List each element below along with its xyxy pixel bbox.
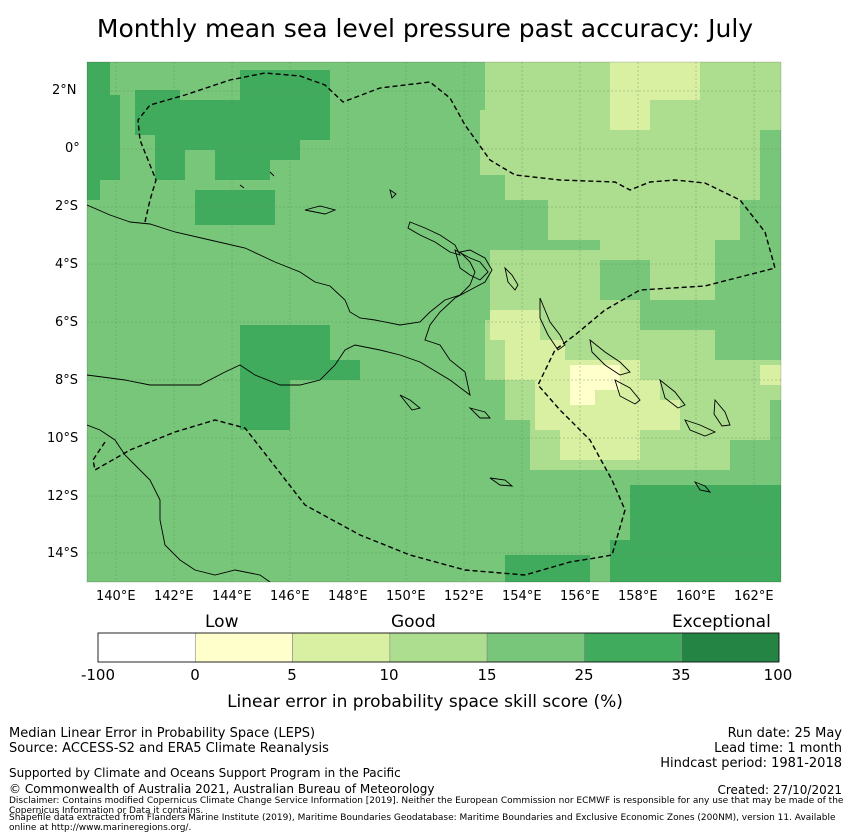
lat-label: 2°S bbox=[55, 199, 79, 214]
footer-disclaimer: Disclaimer: Contains modified Copernicus… bbox=[9, 796, 844, 816]
chart-title: Monthly mean sea level pressure past acc… bbox=[96, 14, 754, 43]
lon-label: 148°E bbox=[328, 589, 368, 604]
colorbar-exceptional-label: Exceptional bbox=[672, 612, 771, 632]
footer-method: Median Linear Error in Probability Space… bbox=[9, 726, 316, 741]
colorbar-good-label: Good bbox=[391, 612, 436, 632]
footer-shapefile: Shapefile data extracted from Flanders M… bbox=[9, 813, 836, 833]
map-figure bbox=[86, 61, 782, 583]
skill-region-high-west bbox=[195, 190, 275, 225]
colorbar-segment bbox=[194, 632, 293, 663]
skill-region-fair3 bbox=[760, 365, 781, 385]
lon-label: 154°E bbox=[502, 589, 542, 604]
lon-label: 140°E bbox=[96, 589, 136, 604]
colorbar-tick: 15 bbox=[477, 666, 497, 684]
lon-label: 158°E bbox=[618, 589, 658, 604]
colorbar-tick: 0 bbox=[190, 666, 200, 684]
lat-label: 10°S bbox=[47, 431, 79, 446]
footer-copyright: © Commonwealth of Australia 2021, Austra… bbox=[9, 782, 435, 796]
lon-label: 152°E bbox=[444, 589, 484, 604]
lat-label: 8°S bbox=[55, 373, 79, 388]
colorbar-segment bbox=[97, 632, 196, 663]
skill-region-high-southeast bbox=[610, 485, 781, 582]
colorbar-segment bbox=[486, 632, 585, 663]
lon-label: 160°E bbox=[676, 589, 716, 604]
lat-label: 4°S bbox=[55, 257, 79, 272]
colorbar-low-label: Low bbox=[205, 612, 239, 632]
lat-label: 2°N bbox=[52, 83, 77, 98]
colorbar-tick: 25 bbox=[574, 666, 594, 684]
australia-coast bbox=[87, 424, 271, 582]
lon-label: 146°E bbox=[270, 589, 310, 604]
colorbar-tick: 100 bbox=[763, 666, 793, 684]
skill-region-good-northeast bbox=[480, 62, 781, 300]
lat-label: 12°S bbox=[47, 489, 79, 504]
islands-small bbox=[239, 171, 712, 493]
footer-lead-time: Lead time: 1 month bbox=[714, 741, 842, 756]
skill-region-high-south bbox=[240, 325, 360, 430]
new-ireland bbox=[407, 221, 461, 256]
colorbar-frame bbox=[97, 632, 780, 663]
lat-label: 14°S bbox=[47, 546, 79, 561]
colorbar-segment bbox=[681, 632, 780, 663]
new-guinea-coast bbox=[87, 204, 493, 397]
footer-support: Supported by Climate and Oceans Support … bbox=[9, 766, 401, 780]
colorbar-tick: -100 bbox=[80, 666, 116, 684]
lon-label: 142°E bbox=[154, 589, 194, 604]
skill-region-fair2 bbox=[570, 365, 620, 405]
skill-region-high-north-central bbox=[135, 70, 330, 180]
footer-run-date: Run date: 25 May bbox=[727, 726, 842, 741]
colorbar-tick: 10 bbox=[379, 666, 399, 684]
bougainville bbox=[504, 266, 519, 291]
colorbar-segment bbox=[389, 632, 488, 663]
footer-created: Created: 27/10/2021 bbox=[717, 783, 842, 797]
solomon-islands bbox=[539, 297, 731, 437]
colorbar-segment bbox=[584, 632, 683, 663]
lon-label: 150°E bbox=[386, 589, 426, 604]
lon-label: 162°E bbox=[734, 589, 774, 604]
colorbar-tick: 35 bbox=[671, 666, 691, 684]
eez-boundary-png bbox=[92, 72, 776, 576]
skill-region-good-northeast2 bbox=[610, 62, 700, 130]
colorbar-segment bbox=[292, 632, 391, 663]
colorbar-title: Linear error in probability space skill … bbox=[227, 692, 623, 712]
lat-label: 0° bbox=[65, 141, 80, 156]
footer-source: Source: ACCESS-S2 and ERA5 Climate Reana… bbox=[9, 741, 329, 756]
skill-region-high-north bbox=[87, 62, 120, 200]
lat-label: 6°S bbox=[55, 315, 79, 330]
footer-hindcast: Hindcast period: 1981-2018 bbox=[660, 756, 842, 771]
lon-label: 144°E bbox=[212, 589, 252, 604]
new-britain-coast bbox=[454, 249, 489, 281]
lon-label: 156°E bbox=[560, 589, 600, 604]
colorbar bbox=[97, 632, 780, 663]
colorbar-tick: 5 bbox=[287, 666, 297, 684]
